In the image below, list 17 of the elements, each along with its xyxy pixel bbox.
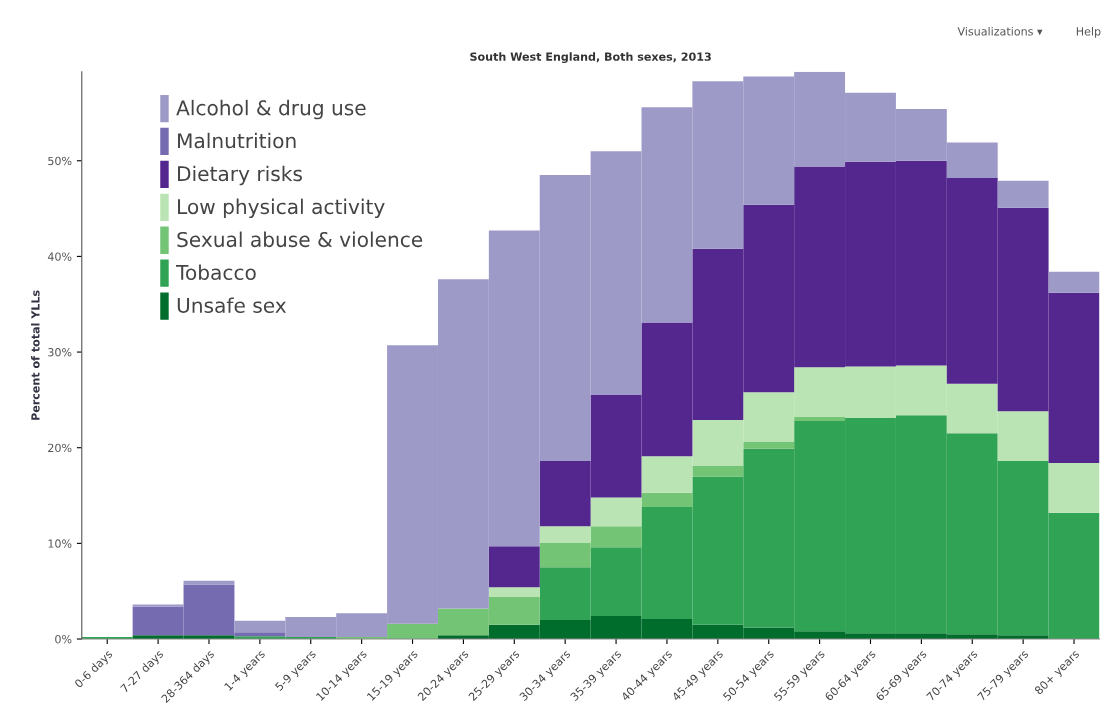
y-tick-label: 50% <box>48 156 72 166</box>
y-tick-label: 20% <box>48 443 72 453</box>
y-axis-title: Percent of total YLLs <box>31 290 40 420</box>
legend-label: Alcohol & drug use <box>176 99 366 120</box>
legend-label: Dietary risks <box>178 165 302 186</box>
chart-title: South West England, Both sexes, 2013 <box>470 52 711 64</box>
legend-label: Sexual abuse & violence <box>177 231 423 248</box>
y-tick-label: 10% <box>48 539 72 548</box>
y-tick-label: 30% <box>48 348 72 357</box>
text: Help <box>1076 26 1101 38</box>
legend-label: Low physical activity <box>178 198 385 219</box>
legend-label: Malnutrition <box>178 132 296 149</box>
text: Visualizations ▾ <box>957 26 1043 36</box>
y-tick-label: 40% <box>47 252 72 261</box>
legend-label: Unsafe sex <box>177 297 287 313</box>
legend-label: Tobacco <box>176 264 256 281</box>
y-tick-label: 0% <box>55 634 72 644</box>
